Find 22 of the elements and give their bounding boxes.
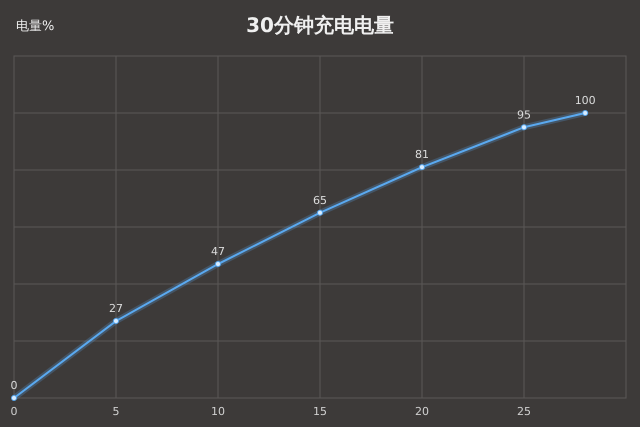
point (419, 164, 425, 170)
x-tick-label: 25 (517, 405, 531, 418)
chart-title: 30分钟充电电量 (246, 13, 394, 37)
x-tick-label: 10 (211, 405, 225, 418)
data-label: 81 (415, 148, 429, 162)
x-tick-label: 0 (10, 405, 18, 418)
data-label: 0 (10, 379, 18, 392)
x-tick-label: 15 (313, 405, 327, 418)
point (521, 124, 527, 130)
point (113, 318, 119, 324)
point (317, 210, 323, 216)
data-label: 47 (211, 245, 225, 258)
point (11, 395, 17, 401)
y-axis-title: 电量% (16, 19, 54, 34)
x-tick-label: 20 (415, 405, 429, 418)
point (215, 261, 221, 268)
point (582, 110, 588, 116)
data-label: 65 (313, 194, 327, 207)
data-label: 100 (574, 94, 596, 107)
data-label: 95 (517, 108, 531, 122)
x-tick-label: 5 (112, 405, 120, 418)
data-label: 27 (109, 302, 123, 316)
